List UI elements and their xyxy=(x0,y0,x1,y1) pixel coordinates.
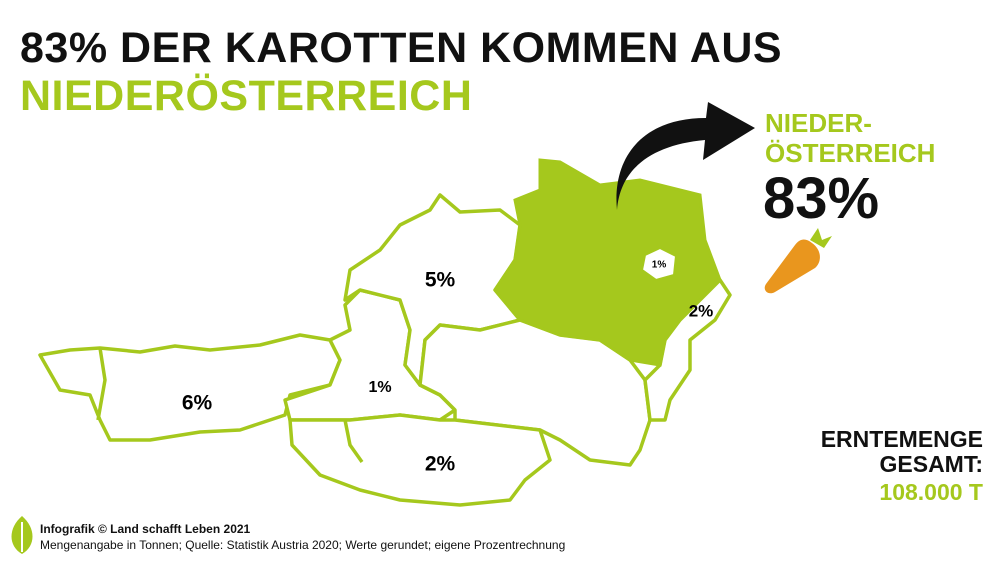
map: 6% 1% 5% 2% 1% 2% xyxy=(38,158,732,507)
region-share: 6% xyxy=(182,392,213,415)
wien xyxy=(640,246,678,282)
niederoesterreich xyxy=(493,158,722,367)
total-label: GESAMT: xyxy=(880,451,984,477)
total-amount: 108.000 T xyxy=(879,479,983,505)
title-line: 83% DER KAROTTEN KOMMEN AUS xyxy=(20,24,782,72)
region-share: 5% xyxy=(425,269,456,292)
region-share: 2% xyxy=(425,453,456,476)
footer-credit: Infografik © Land schafft Leben 2021 xyxy=(40,522,251,536)
burgenland xyxy=(643,278,732,422)
carrot-icon xyxy=(764,228,832,294)
highlight-name: ÖSTERREICH xyxy=(765,138,935,168)
region-share: 1% xyxy=(368,379,391,396)
total-label: ERNTEMENGE xyxy=(821,426,983,452)
title-line: NIEDERÖSTERREICH xyxy=(20,72,472,120)
kaernten xyxy=(288,413,552,507)
highlight-name: NIEDER- xyxy=(765,108,872,138)
region-share: 1% xyxy=(652,260,667,271)
logo xyxy=(11,516,33,554)
footer-source: Mengenangabe in Tonnen; Quelle: Statisti… xyxy=(40,538,565,552)
region-share: 2% xyxy=(689,301,714,320)
arrow xyxy=(616,102,755,210)
highlight-share: 83% xyxy=(763,166,879,231)
